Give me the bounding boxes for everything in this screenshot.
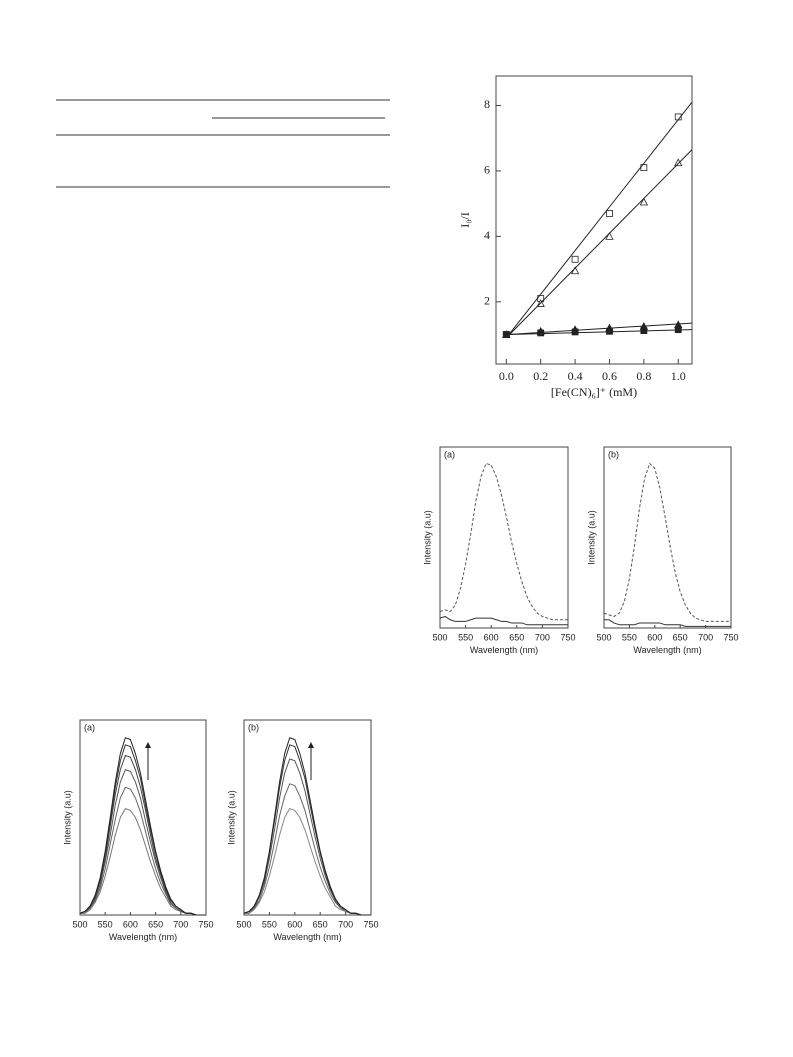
y-axis-label: Intensity (a.u) xyxy=(422,510,432,565)
panel-label: (a) xyxy=(84,722,95,732)
arrow-head xyxy=(308,742,314,748)
x-tick-label: 750 xyxy=(723,632,738,642)
plot-frame xyxy=(439,446,569,629)
x-tick-label: 650 xyxy=(673,632,688,642)
series-line xyxy=(505,101,693,339)
figure: 0.0 0.2 0.4 0.6 0.8 1.0 2 4 6 8 [Fe(CN)₆]⁺ (mM) I₀/… xyxy=(458,75,693,399)
arrow-head xyxy=(145,742,151,748)
panel-label: (a) xyxy=(444,449,455,459)
x-tick-label: 650 xyxy=(509,632,524,642)
marker xyxy=(674,158,683,167)
x-tick-label: 550 xyxy=(458,632,473,642)
x-tick-label: 750 xyxy=(198,919,213,929)
series-line xyxy=(80,786,206,916)
x-tick-label: 600 xyxy=(647,632,662,642)
x-tick-label: 650 xyxy=(148,919,163,929)
y-tick-label: 4 xyxy=(484,228,490,242)
x-tick-label: 550 xyxy=(262,919,277,929)
panel-label: (b) xyxy=(248,722,259,732)
x-tick-label: 650 xyxy=(313,919,328,929)
x-tick-label: 500 xyxy=(596,632,611,642)
x-tick-label: 600 xyxy=(287,919,302,929)
plot-frame xyxy=(603,446,732,629)
plot-frame xyxy=(79,719,207,916)
x-tick-label: 700 xyxy=(173,919,188,929)
series-line xyxy=(80,808,206,916)
y-axis-label: Intensity (a.u) xyxy=(62,790,72,845)
x-tick-label: 1.0 xyxy=(671,369,686,383)
x-tick-label: 600 xyxy=(484,632,499,642)
x-axis-label: Wavelength (nm) xyxy=(109,932,177,942)
x-tick-label: 500 xyxy=(432,632,447,642)
x-tick-label: 0.6 xyxy=(602,369,617,383)
series-line xyxy=(604,619,731,627)
x-tick-label: 0.2 xyxy=(533,369,548,383)
figure: 500 550 600 650 700 750 Wavelength (nm) Intensi… xyxy=(62,719,214,942)
x-tick-label: 550 xyxy=(98,919,113,929)
marker xyxy=(605,232,614,240)
panel-label: (b) xyxy=(608,449,619,459)
marker xyxy=(639,197,649,206)
marker xyxy=(606,210,613,217)
series-line xyxy=(603,462,731,622)
y-axis-label: Intensity (a.u) xyxy=(586,510,596,565)
figure: 500 550 600 650 700 750 Wavelength (nm) Intensi… xyxy=(422,446,576,655)
series-line xyxy=(243,737,371,916)
x-tick-label: 500 xyxy=(236,919,251,929)
y-tick-label: 6 xyxy=(484,163,490,177)
y-tick-label: 2 xyxy=(484,294,490,308)
x-tick-label: 550 xyxy=(622,632,637,642)
x-tick-label: 700 xyxy=(535,632,550,642)
x-axis-label: Wavelength (nm) xyxy=(633,645,701,655)
x-axis-label: Wavelength (nm) xyxy=(470,645,538,655)
marker xyxy=(571,328,579,336)
series-line xyxy=(439,615,568,626)
x-tick-label: 700 xyxy=(698,632,713,642)
series-line xyxy=(506,322,693,336)
x-tick-label: 0.0 xyxy=(499,369,514,383)
x-tick-label: 600 xyxy=(123,919,138,929)
x-tick-label: 0.8 xyxy=(636,369,651,383)
x-tick-label: 500 xyxy=(72,919,87,929)
series-line xyxy=(506,329,693,336)
marker xyxy=(571,255,579,263)
series-line xyxy=(244,808,371,916)
plot-frame xyxy=(243,719,372,916)
x-tick-label: 0.4 xyxy=(568,369,583,383)
series-line xyxy=(439,462,568,621)
series-line xyxy=(79,737,206,916)
figure: 500 550 600 650 700 750 Wavelength (nm) Intensi… xyxy=(226,719,379,942)
series-line xyxy=(505,149,693,339)
x-axis-label: Wavelength (nm) xyxy=(273,932,341,942)
x-tick-label: 750 xyxy=(560,632,575,642)
y-tick-label: 8 xyxy=(484,97,490,111)
x-tick-label: 750 xyxy=(363,919,378,929)
x-tick-label: 700 xyxy=(338,919,353,929)
y-axis-label: Intensity (a.u) xyxy=(226,790,236,845)
figure: 500 550 600 650 700 750 Wavelength (nm) Intensi… xyxy=(586,446,739,655)
plot-frame xyxy=(495,75,693,365)
x-axis-label: [Fe(CN)₆]⁺ (mM) xyxy=(551,385,637,399)
y-axis-label: I₀/I xyxy=(458,212,472,228)
